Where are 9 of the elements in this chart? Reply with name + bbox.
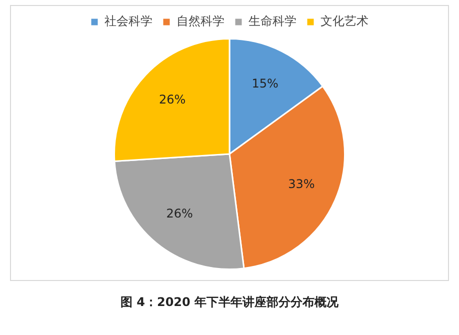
data-label: 33%	[288, 177, 315, 192]
data-label: 26%	[159, 92, 186, 106]
legend-label: 自然科学	[176, 14, 224, 28]
legend-label: 文化艺术	[320, 14, 368, 28]
legend-label: 社会科学	[104, 14, 152, 28]
data-label: 15%	[252, 76, 278, 90]
caption: 图 4：2020 年下半年讲座部分分布概况	[119, 294, 340, 311]
legend-label: 生命科学	[248, 14, 296, 28]
data-label: 26%	[166, 206, 193, 221]
